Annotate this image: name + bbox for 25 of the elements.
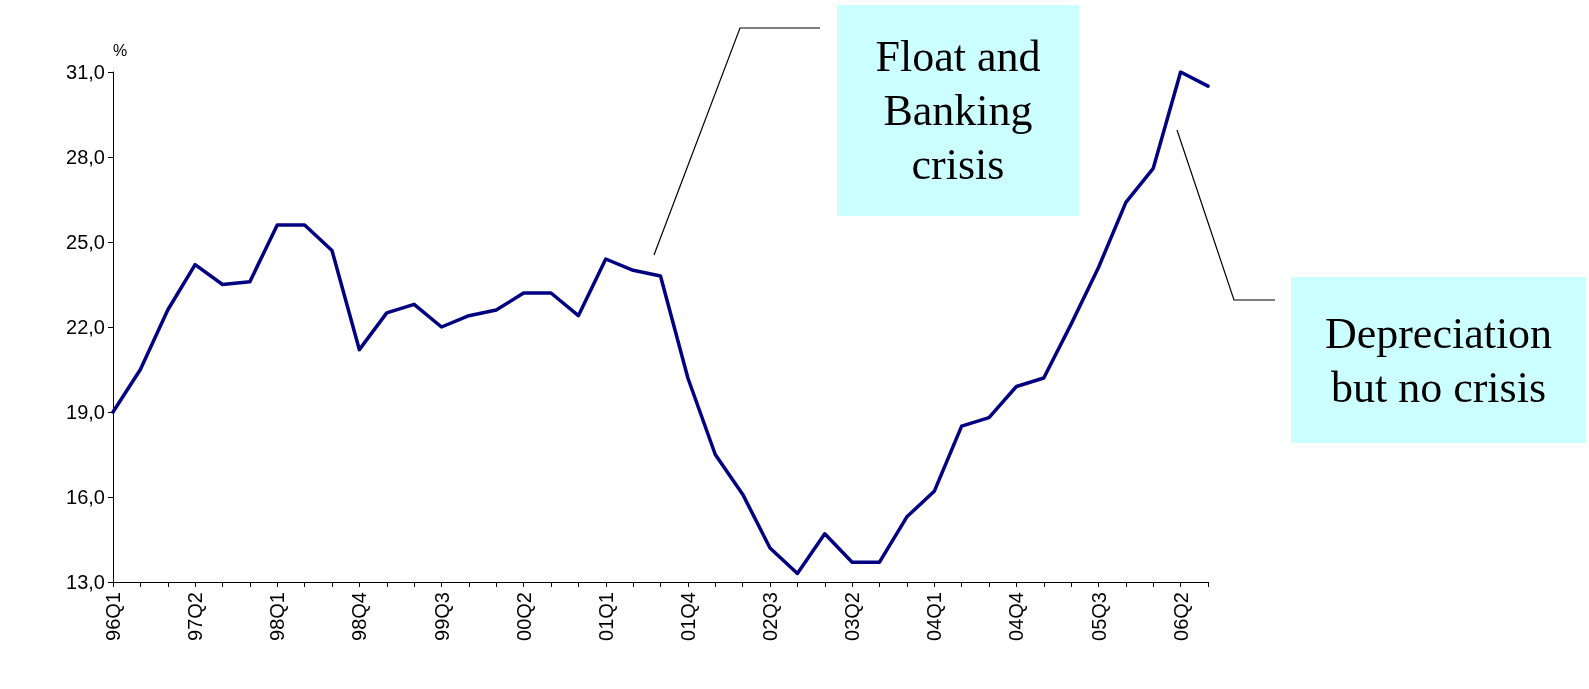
x-tick-label: 01Q1 bbox=[594, 592, 617, 641]
x-tick-label: 04Q1 bbox=[923, 592, 946, 641]
x-tick-label: 96Q1 bbox=[102, 592, 124, 641]
y-tick-label: 31,0 bbox=[66, 61, 105, 83]
y-tick-label: 13,0 bbox=[66, 571, 105, 593]
y-tick-label: 16,0 bbox=[66, 486, 105, 508]
x-tick-label: 98Q4 bbox=[348, 592, 371, 641]
y-tick-label: 19,0 bbox=[66, 401, 105, 423]
x-tick-label: 05Q3 bbox=[1087, 592, 1110, 641]
text: Depreciation but no crisis bbox=[1324, 308, 1553, 412]
x-tick-label: 00Q2 bbox=[512, 592, 535, 641]
x-tick-label: 02Q3 bbox=[759, 592, 781, 641]
x-tick-label: 04Q4 bbox=[1005, 592, 1028, 641]
line-series bbox=[111, 70, 1210, 576]
x-tick-label: 06Q2 bbox=[1169, 592, 1192, 641]
y-tick-label: 22,0 bbox=[66, 316, 105, 338]
y-axis-title: % bbox=[113, 41, 128, 59]
x-tick-label: 01Q4 bbox=[676, 592, 699, 641]
y-tick-label: 28,0 bbox=[66, 146, 105, 168]
annotation: Float and Banking crisis bbox=[875, 32, 1041, 189]
x-tick-label: 98Q1 bbox=[266, 592, 289, 641]
y-tick-label: 25,0 bbox=[66, 231, 105, 253]
x-tick-label: 97Q2 bbox=[184, 592, 207, 641]
x-tick-label: 03Q2 bbox=[841, 592, 864, 641]
x-tick-label: 99Q3 bbox=[430, 592, 453, 641]
